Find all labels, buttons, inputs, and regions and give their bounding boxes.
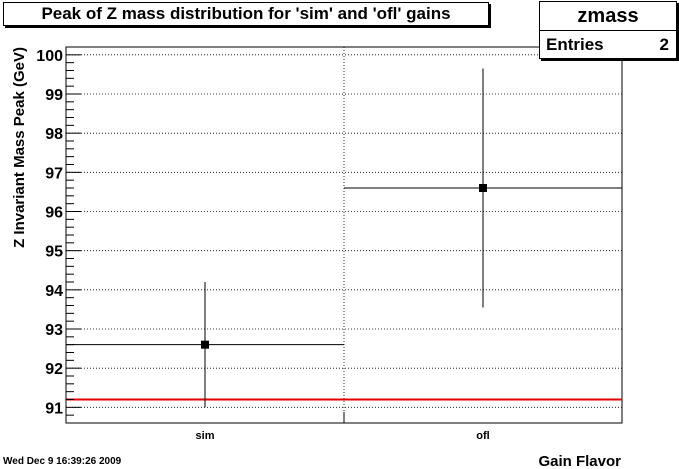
x-axis-label: Gain Flavor xyxy=(538,453,621,469)
y-tick-label: 100 xyxy=(36,48,63,65)
stats-entries-value: 2 xyxy=(659,35,669,54)
data-point-marker xyxy=(479,184,487,192)
y-tick-label: 96 xyxy=(45,205,63,222)
stats-entries-row: Entries 2 xyxy=(540,31,676,59)
y-tick-label: 92 xyxy=(45,361,63,378)
y-tick-label: 97 xyxy=(45,165,63,182)
plot-frame xyxy=(65,46,623,424)
x-tick-label: sim xyxy=(196,430,215,442)
stats-entries-label: Entries xyxy=(546,35,604,54)
stats-box: zmass Entries 2 xyxy=(539,1,677,59)
y-tick-label: 94 xyxy=(45,283,63,300)
axes: 91 92 93 94 95 96 97 98 99 100 sim ofl xyxy=(36,46,490,442)
stats-histogram-name: zmass xyxy=(540,2,676,31)
grid-lines xyxy=(66,47,622,423)
timestamp: Wed Dec 9 16:39:26 2009 xyxy=(3,456,122,467)
y-tick-label: 98 xyxy=(45,126,63,143)
x-tick-label: ofl xyxy=(476,430,489,442)
chart-title: Peak of Z mass distribution for 'sim' an… xyxy=(3,2,489,26)
data-points xyxy=(66,68,622,408)
y-tick-label: 99 xyxy=(45,87,63,104)
y-axis-label: Z Invariant Mass Peak (GeV) xyxy=(11,47,28,248)
data-point-marker xyxy=(201,340,209,349)
y-tick-label: 93 xyxy=(45,322,63,339)
y-tick-label: 95 xyxy=(45,244,63,261)
y-tick-label: 91 xyxy=(45,400,63,417)
